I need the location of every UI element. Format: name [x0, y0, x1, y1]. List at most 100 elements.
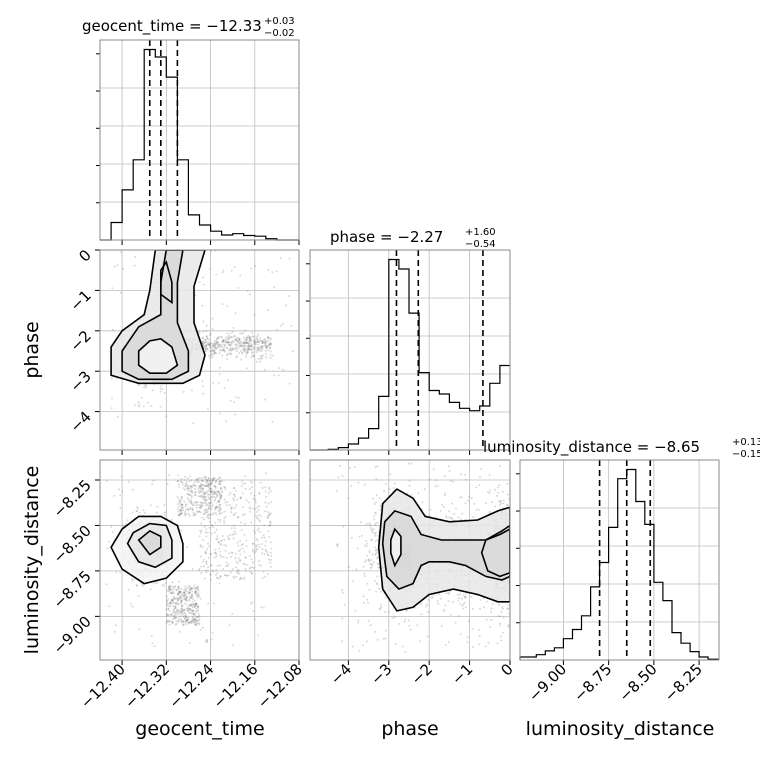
sample-point — [249, 339, 252, 342]
sample-point — [249, 507, 252, 510]
sample-point — [215, 568, 218, 571]
sample-point — [232, 487, 235, 490]
sample-point — [192, 612, 195, 615]
sample-point — [269, 558, 272, 561]
sample-point — [241, 351, 243, 354]
sample-point — [168, 586, 171, 589]
sample-point — [199, 487, 202, 490]
sample-point — [187, 509, 190, 512]
sample-point — [231, 552, 234, 554]
sample-point — [226, 346, 229, 349]
sample-point — [193, 623, 196, 626]
sample-point — [250, 572, 253, 575]
sample-point — [200, 489, 202, 492]
sample-point — [113, 265, 116, 268]
sample-point — [198, 535, 201, 538]
sample-point — [133, 264, 136, 267]
sample-point — [216, 337, 218, 340]
sample-point — [223, 543, 226, 546]
sample-point — [171, 586, 174, 588]
sample-point — [231, 348, 234, 351]
sample-point — [193, 621, 195, 624]
sample-point — [230, 343, 233, 346]
sample-point — [267, 514, 270, 517]
sample-point — [205, 330, 208, 333]
sample-point — [147, 401, 149, 404]
sample-point — [210, 532, 213, 535]
sample-point — [245, 341, 248, 344]
sample-point — [267, 309, 270, 312]
sample-point — [260, 347, 263, 350]
sample-point — [267, 349, 270, 352]
sample-point — [219, 495, 222, 498]
sample-point — [228, 343, 231, 346]
sample-point — [201, 479, 204, 482]
sample-point — [211, 493, 214, 496]
sample-point — [183, 593, 186, 596]
sample-point — [185, 599, 187, 602]
sample-point — [241, 492, 244, 495]
sample-point — [197, 495, 200, 498]
sample-point — [181, 609, 184, 612]
sample-point — [178, 514, 181, 517]
sample-point — [269, 354, 272, 356]
sample-point — [225, 544, 228, 547]
sample-point — [380, 606, 383, 609]
sample-point — [233, 401, 236, 404]
sample-point — [226, 336, 229, 339]
sample-point — [213, 602, 216, 605]
sample-point — [245, 337, 248, 340]
sample-point — [202, 539, 204, 541]
sample-point — [194, 599, 197, 602]
sample-point — [247, 345, 250, 348]
sample-point — [216, 505, 219, 508]
sample-point — [155, 582, 158, 585]
sample-point — [266, 511, 269, 513]
sample-point — [244, 556, 247, 559]
sample-point — [267, 269, 270, 272]
sample-point — [181, 608, 184, 611]
sample-point — [243, 340, 246, 343]
sample-point — [276, 328, 278, 331]
sample-point — [223, 348, 225, 351]
sample-point — [210, 499, 213, 502]
sample-point — [181, 507, 184, 509]
sample-point — [229, 341, 231, 344]
sample-point — [223, 346, 226, 349]
sample-point — [244, 329, 247, 332]
sample-point — [171, 621, 174, 624]
sample-point — [195, 603, 198, 606]
sample-point — [196, 616, 199, 619]
sample-point — [371, 553, 374, 556]
sample-point — [205, 511, 208, 514]
panel-luminosity-distance-vs-phase — [309, 459, 511, 665]
sample-point — [205, 528, 208, 531]
sample-point — [177, 586, 180, 589]
sample-point — [226, 354, 229, 357]
sample-point — [189, 621, 192, 624]
sample-point — [175, 616, 178, 619]
sample-point — [254, 501, 257, 504]
sample-point — [224, 501, 227, 504]
sample-point — [191, 595, 194, 598]
sample-point — [206, 337, 209, 340]
sample-point — [163, 503, 166, 506]
sample-point — [200, 477, 203, 480]
sample-point — [264, 349, 267, 352]
contour-fill — [138, 530, 161, 555]
sample-point — [219, 575, 222, 578]
sample-point — [218, 493, 221, 496]
sample-point — [180, 510, 182, 513]
sample-point — [250, 486, 253, 489]
sample-point — [268, 343, 271, 346]
sample-point — [188, 493, 191, 496]
sample-point — [183, 595, 186, 598]
sample-point — [376, 557, 378, 560]
sample-point — [200, 503, 203, 505]
sample-point — [251, 348, 253, 351]
sample-point — [213, 492, 216, 494]
sample-point — [270, 565, 272, 568]
sample-point — [211, 504, 214, 507]
sample-point — [252, 335, 255, 338]
sample-point — [245, 367, 248, 370]
